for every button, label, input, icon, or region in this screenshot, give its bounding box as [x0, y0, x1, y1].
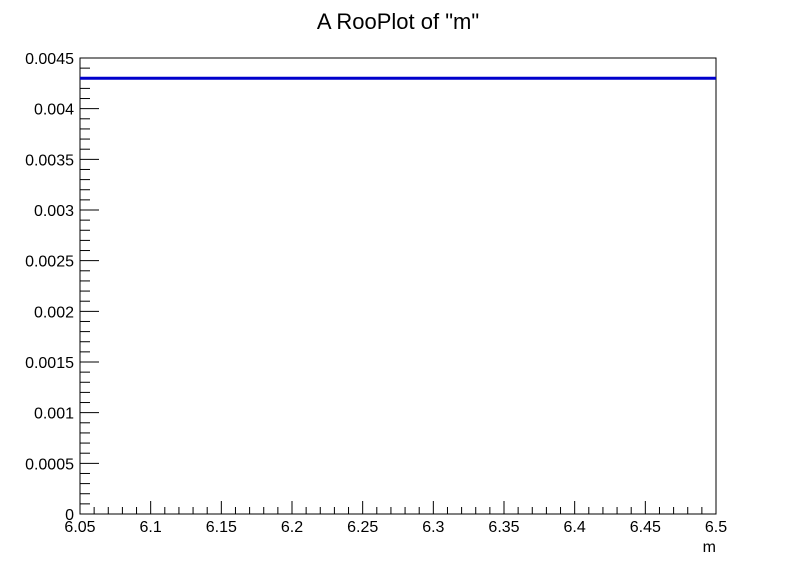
x-axis-ticks: [79, 501, 717, 514]
x-axis-label: m: [703, 539, 716, 556]
x-tick-label: 6.15: [206, 519, 237, 536]
y-tick-label: 0: [65, 507, 74, 524]
x-tick-label: 6.5: [705, 519, 727, 536]
y-axis-tick-labels: 0 0.0005 0.001 0.0015 0.002 0.0025 0.003 0.0035…: [25, 51, 74, 524]
plot-frame: [79, 57, 717, 515]
x-tick-label: 6.25: [347, 519, 378, 536]
y-tick-label: 0.0035: [25, 152, 74, 169]
y-tick-label: 0.002: [34, 304, 74, 321]
y-tick-label: 0.003: [34, 203, 74, 220]
x-tick-label: 6.3: [422, 519, 444, 536]
y-tick-label: 0.0005: [25, 456, 74, 473]
plot-area-border: [79, 57, 717, 515]
x-tick-label: 6.2: [281, 519, 303, 536]
y-tick-label: 0.001: [34, 406, 74, 423]
x-tick-label: 6.4: [564, 519, 586, 536]
y-tick-label: 0.0015: [25, 355, 74, 372]
y-tick-label: 0.0025: [25, 254, 74, 271]
x-tick-label: 6.05: [64, 519, 95, 536]
x-tick-label: 6.35: [488, 519, 519, 536]
y-axis-ticks: [80, 57, 99, 515]
x-axis-tick-labels: 6.05 6.1 6.15 6.2 6.25 6.3 6.35 6.4 6.45 6.5: [64, 519, 727, 536]
x-tick-label: 6.1: [140, 519, 162, 536]
y-tick-label: 0.0045: [25, 51, 74, 68]
y-tick-label: 0.004: [34, 102, 74, 119]
chart-title: A RooPlot of "m": [317, 9, 479, 34]
x-tick-label: 6.45: [630, 519, 661, 536]
